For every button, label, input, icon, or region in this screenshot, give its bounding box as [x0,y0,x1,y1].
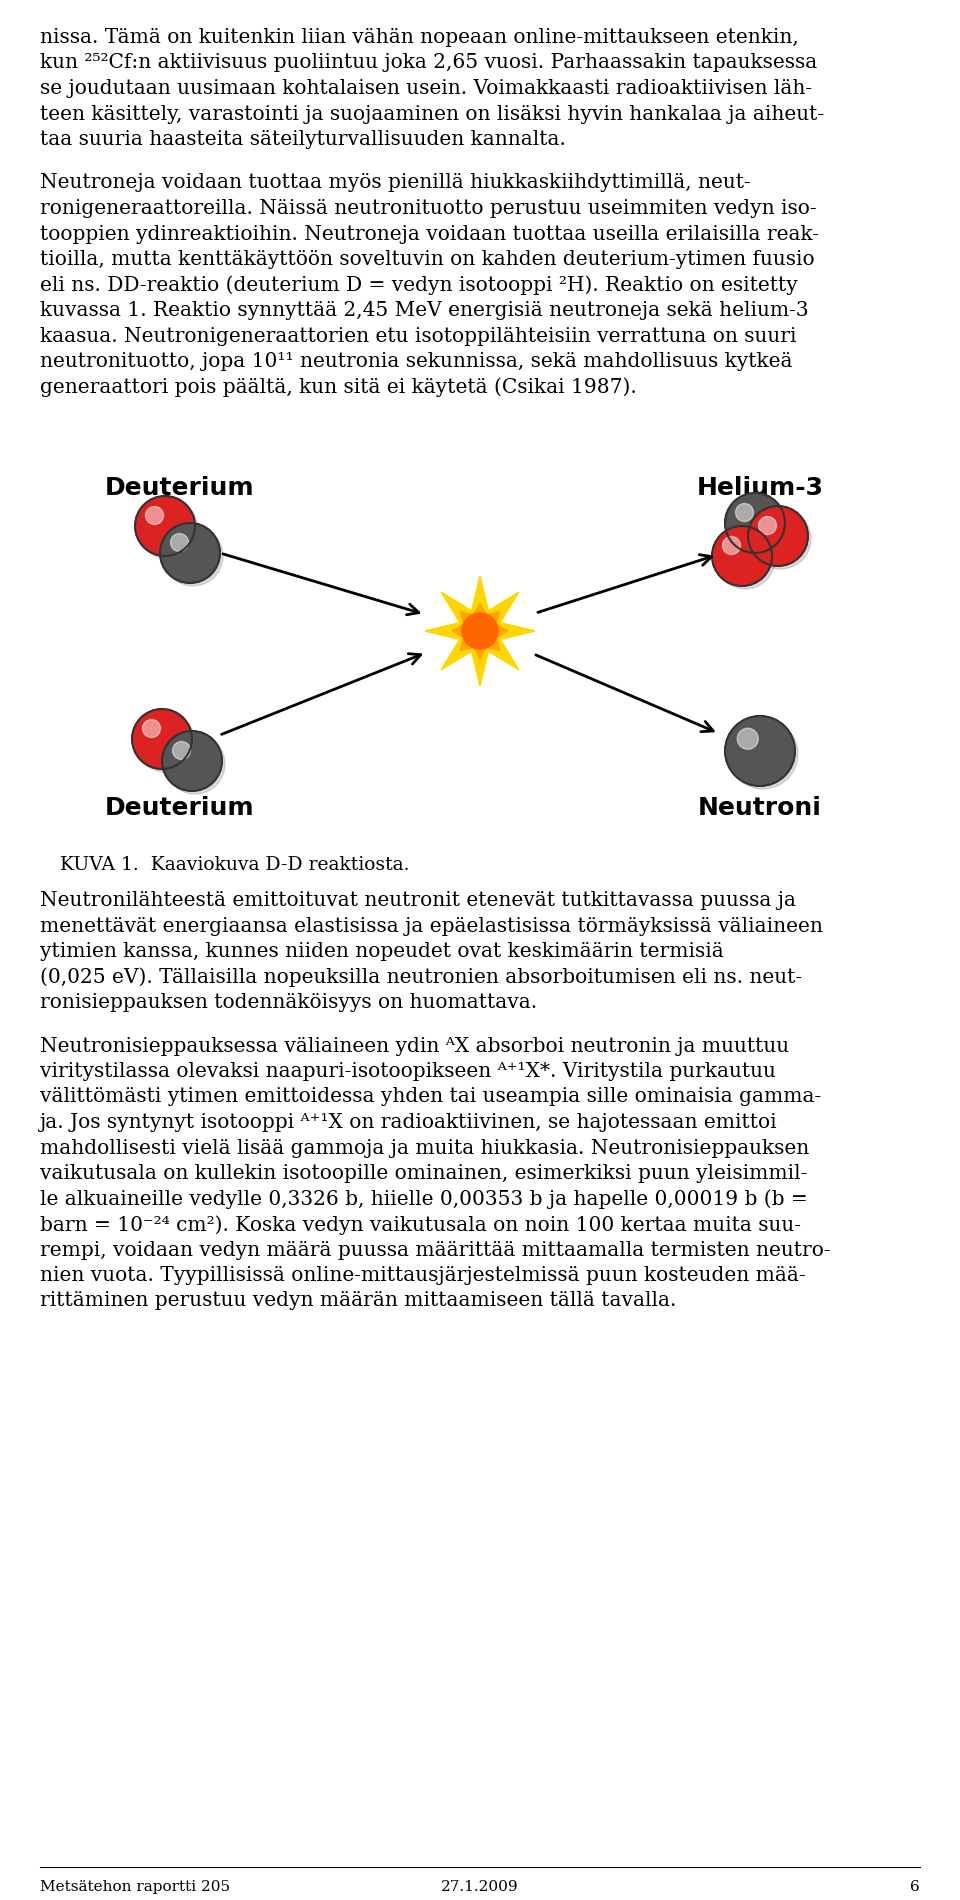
Text: neutronituotto, jopa 10¹¹ neutronia sekunnissa, sekä mahdollisuus kytkeä: neutronituotto, jopa 10¹¹ neutronia seku… [40,352,793,370]
Circle shape [138,500,198,559]
Text: 27.1.2009: 27.1.2009 [442,1879,518,1894]
Text: Deuterium: Deuterium [106,477,254,500]
Text: se joudutaan uusimaan kohtalaisen usein. Voimakkaasti radioaktiivisen läh-: se joudutaan uusimaan kohtalaisen usein.… [40,80,812,99]
Text: Metsätehon raportti 205: Metsätehon raportti 205 [40,1879,230,1894]
Text: mahdollisesti vielä lisää gammoja ja muita hiukkasia. Neutronisieppauksen: mahdollisesti vielä lisää gammoja ja mui… [40,1138,809,1157]
Text: viritystilassa olevaksi naapuri-isotoopikseen ᴬ⁺¹X*. Viritystila purkautuu: viritystilassa olevaksi naapuri-isotoopi… [40,1062,776,1081]
Text: tioilla, mutta kenttäkäyttöön soveltuvin on kahden deuterium-ytimen fuusio: tioilla, mutta kenttäkäyttöön soveltuvin… [40,251,815,270]
Text: ronigeneraattoreilla. Näissä neutronituotto perustuu useimmiten vedyn iso-: ronigeneraattoreilla. Näissä neutronituo… [40,200,817,219]
Circle shape [728,496,788,557]
Circle shape [160,522,220,583]
Text: nissa. Tämä on kuitenkin liian vähän nopeaan online-mittaukseen etenkin,: nissa. Tämä on kuitenkin liian vähän nop… [40,28,799,48]
Circle shape [751,509,811,568]
Text: ytimien kanssa, kunnes niiden nopeudet ovat keskimäärin termisiä: ytimien kanssa, kunnes niiden nopeudet o… [40,942,724,961]
Text: välittömästi ytimen emittoidessa yhden tai useampia sille ominaisia gamma-: välittömästi ytimen emittoidessa yhden t… [40,1087,821,1106]
Text: teen käsittely, varastointi ja suojaaminen on lisäksi hyvin hankalaa ja aiheut-: teen käsittely, varastointi ja suojaamin… [40,104,824,124]
Circle shape [173,741,190,760]
Text: nien vuota. Tyypillisissä online-mittausjärjestelmissä puun kosteuden mää-: nien vuota. Tyypillisissä online-mittaus… [40,1265,805,1284]
Circle shape [165,733,225,794]
Text: barn = 10⁻²⁴ cm²). Koska vedyn vaikutusala on noin 100 kertaa muita suu-: barn = 10⁻²⁴ cm²). Koska vedyn vaikutusa… [40,1214,801,1235]
Circle shape [135,496,195,557]
Text: Helium-3: Helium-3 [697,477,824,500]
Text: eli ns. DD-reaktio (deuterium D = vedyn isotooppi ²H). Reaktio on esitetty: eli ns. DD-reaktio (deuterium D = vedyn … [40,276,798,294]
Text: (0,025 eV). Tällaisilla nopeuksilla neutronien absorboitumisen eli ns. neut-: (0,025 eV). Tällaisilla nopeuksilla neut… [40,967,803,988]
Text: rempi, voidaan vedyn määrä puussa määrittää mittaamalla termisten neutro-: rempi, voidaan vedyn määrä puussa määrit… [40,1241,830,1260]
Circle shape [758,517,777,534]
Text: Deuterium: Deuterium [106,796,254,821]
Text: Neutroni: Neutroni [698,796,822,821]
Text: le alkuaineille vedylle 0,3326 b, hiielle 0,00353 b ja hapelle 0,00019 b (b =: le alkuaineille vedylle 0,3326 b, hiiell… [40,1189,807,1208]
Circle shape [735,504,754,521]
Text: generaattori pois päältä, kun sitä ei käytetä (Csikai 1987).: generaattori pois päältä, kun sitä ei kä… [40,378,636,397]
Circle shape [132,709,192,770]
Text: kuvassa 1. Reaktio synnyttää 2,45 MeV energisiä neutroneja sekä helium-3: kuvassa 1. Reaktio synnyttää 2,45 MeV en… [40,300,808,319]
Text: Neutronilähteestä emittoituvat neutronit etenevät tutkittavassa puussa ja: Neutronilähteestä emittoituvat neutronit… [40,891,796,910]
Polygon shape [425,576,535,686]
Text: kaasua. Neutronigeneraattorien etu isotoppilähteisiin verrattuna on suuri: kaasua. Neutronigeneraattorien etu isoto… [40,327,797,346]
Text: tooppien ydinreaktioihin. Neutroneja voidaan tuottaa useilla erilaisilla reak-: tooppien ydinreaktioihin. Neutroneja voi… [40,224,819,243]
Circle shape [725,716,795,787]
Circle shape [163,526,223,585]
Text: rittäminen perustuu vedyn määrän mittaamiseen tällä tavalla.: rittäminen perustuu vedyn määrän mittaam… [40,1292,677,1311]
Circle shape [162,732,222,790]
Text: vaikutusala on kullekin isotoopille ominainen, esimerkiksi puun yleisimmil-: vaikutusala on kullekin isotoopille omin… [40,1165,807,1184]
Circle shape [135,712,195,771]
Circle shape [728,718,798,788]
Text: Neutroneja voidaan tuottaa myös pienillä hiukkaskiihdyttimillä, neut-: Neutroneja voidaan tuottaa myös pienillä… [40,173,751,192]
Text: ronisieppauksen todennäköisyys on huomattava.: ronisieppauksen todennäköisyys on huomat… [40,994,538,1013]
Text: menettävät energiaansa elastisissa ja epäelastisissa törmäyksissä väliaineen: menettävät energiaansa elastisissa ja ep… [40,916,823,935]
Circle shape [146,507,163,524]
Text: Neutronisieppauksessa väliaineen ydin ᴬX absorboi neutronin ja muuttuu: Neutronisieppauksessa väliaineen ydin ᴬX… [40,1037,789,1056]
Circle shape [748,505,808,566]
Text: ja. Jos syntynyt isotooppi ᴬ⁺¹X on radioaktiivinen, se hajotessaan emittoi: ja. Jos syntynyt isotooppi ᴬ⁺¹X on radio… [40,1113,778,1132]
Circle shape [725,492,785,553]
Polygon shape [452,604,508,659]
Circle shape [737,728,758,749]
Circle shape [171,534,188,551]
Circle shape [715,528,775,589]
Text: KUVA 1.  Kaaviokuva D-D reaktiosta.: KUVA 1. Kaaviokuva D-D reaktiosta. [60,857,410,874]
Circle shape [462,614,498,650]
Text: kun ²⁵²Cf:n aktiivisuus puoliintuu joka 2,65 vuosi. Parhaassakin tapauksessa: kun ²⁵²Cf:n aktiivisuus puoliintuu joka … [40,53,817,72]
Circle shape [712,526,772,585]
Text: taa suuria haasteita säteilyturvallisuuden kannalta.: taa suuria haasteita säteilyturvallisuud… [40,129,565,148]
Text: 6: 6 [910,1879,920,1894]
Circle shape [142,720,160,737]
Circle shape [723,536,740,555]
